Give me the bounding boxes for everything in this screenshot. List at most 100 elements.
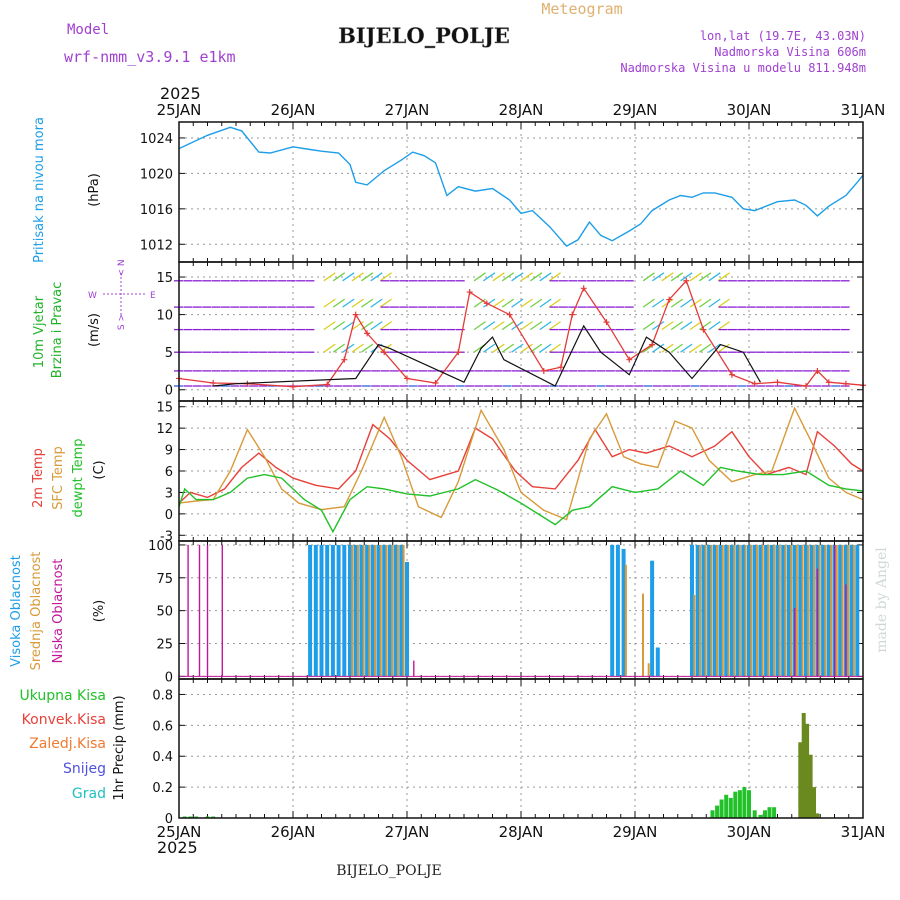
wind-barb (717, 298, 730, 308)
wind-speed-marker (432, 379, 439, 386)
precip-bar (747, 790, 751, 818)
wind-barb (492, 298, 505, 308)
wind-barb (342, 298, 355, 308)
precip-bar (808, 754, 813, 818)
wind-speed-marker (466, 289, 473, 296)
wind-speed-marker (557, 364, 564, 371)
wind-barb (473, 298, 486, 308)
y-tick-label: 0.2 (152, 781, 173, 796)
wind-barb (492, 321, 505, 331)
wind-barb (652, 343, 665, 353)
panel-temperature: -3 0 3 6 9 12 15 (156, 400, 864, 544)
wind-barb (661, 343, 674, 353)
series-line-pressure (178, 126, 864, 247)
wind-barb (670, 298, 684, 308)
top-date-label: 27JAN (385, 101, 430, 119)
cloud-bar-srednja (824, 544, 827, 677)
cloud-bar-srednja (801, 544, 804, 677)
cloud-bar-niska (206, 544, 209, 677)
compass-s: S > (117, 314, 127, 330)
cloud-bar-srednja (784, 544, 787, 677)
precip-bar (715, 805, 720, 818)
wind-barb (342, 272, 355, 282)
precip-bar (763, 810, 767, 818)
wind-barb (511, 343, 524, 353)
cloud-bar-visoka (621, 548, 626, 677)
wind-barb (379, 272, 392, 282)
wind-unit: (m/s) (87, 313, 102, 347)
wind-speed-marker (455, 349, 462, 356)
cloud-bar-srednja (396, 544, 399, 677)
wind-barb (483, 321, 496, 331)
cloud-bar-srednja (733, 544, 736, 677)
temp-labels: 2m Temp SFC Temp dewpt Temp (C) (31, 438, 107, 517)
wind-barb (323, 298, 336, 308)
cloud-bar-srednja (704, 544, 707, 677)
year-label-bottom: 2025 (157, 838, 198, 857)
precip-bar (801, 713, 806, 818)
wind-barb (520, 343, 533, 353)
wind-barb (548, 321, 561, 331)
cloud-bar-srednja (795, 544, 798, 677)
cloud-bar-visoka (741, 544, 746, 677)
wind-barb (351, 343, 364, 353)
cloud-bar-visoka (718, 544, 723, 677)
y-tick-label: 0 (165, 670, 173, 685)
cloud-bar-srednja (750, 544, 753, 677)
cloud-bar-visoka (712, 544, 717, 677)
wind-barb (680, 343, 693, 353)
cloud-bar-srednja (778, 544, 781, 677)
sfc-ylabel: SFC Temp (51, 446, 66, 510)
wind-speed-marker (666, 296, 673, 303)
cloud-bar-srednja (362, 544, 365, 677)
cloud-bar-srednja (790, 544, 793, 677)
precip-bar (752, 810, 757, 818)
precip-bar (772, 807, 777, 818)
wind-barb (717, 321, 730, 331)
temp2m-ylabel: 2m Temp (31, 448, 46, 508)
cloud-bar-visoka (821, 544, 826, 677)
precip-bar (812, 787, 816, 818)
cloud-bar-niska (845, 584, 847, 677)
wind-barb (342, 343, 355, 353)
y-tick-label: 6 (165, 465, 173, 480)
series-line-2m-temp (178, 423, 864, 504)
wind-barb (642, 343, 655, 353)
cloud-low-ylabel: Niska Oblacnost (51, 559, 66, 664)
precip-bar (742, 787, 747, 818)
cloud-bar-visoka (781, 544, 786, 677)
cloud-bar-srednja (807, 544, 810, 677)
wind-speed-marker (364, 330, 371, 337)
top-date-label: 31JAN (841, 101, 886, 119)
wind-speed-marker (683, 277, 690, 284)
cloud-bar-visoka (615, 544, 620, 677)
wind-speed-marker (580, 285, 587, 292)
wind-barb (689, 343, 702, 353)
cloud-bar-srednja (624, 564, 627, 677)
wind-barb (530, 272, 543, 282)
pressure-unit: (hPa) (87, 173, 102, 207)
cloud-bar-srednja (357, 544, 359, 677)
wind-barb (539, 272, 552, 282)
wind-barb (379, 298, 392, 308)
wind-speed-marker (814, 367, 821, 374)
panels: 1012 1016 1020 1024 0 5 10 15 -3 0 3 6 9 12 15 0 25 50 75 1… (140, 121, 866, 827)
pressure-labels: Pritisak na nivou mora (hPa) (32, 117, 102, 263)
series-line-dewpt-temp (178, 466, 864, 534)
wind-barb (361, 272, 374, 282)
wind-speed-marker (404, 375, 410, 382)
wind-barb (708, 321, 721, 331)
wind-barb (511, 321, 524, 331)
wind-barb (530, 321, 543, 331)
wind-barb (351, 321, 364, 331)
cloud-bar-visoka (798, 544, 803, 677)
cloud-bar-srednja (830, 544, 833, 677)
cloud-bar-srednja (402, 544, 405, 677)
wind-barb (699, 272, 712, 282)
cloud-bar-visoka (655, 647, 660, 677)
y-tick-label: 50 (156, 605, 173, 620)
precip-bar (719, 799, 724, 818)
cloud-bar-visoka (348, 544, 352, 677)
cloud-bar-visoka (308, 544, 313, 677)
model-altitude-label: Nadmorska Visina u modelu 811.948m (620, 61, 866, 75)
